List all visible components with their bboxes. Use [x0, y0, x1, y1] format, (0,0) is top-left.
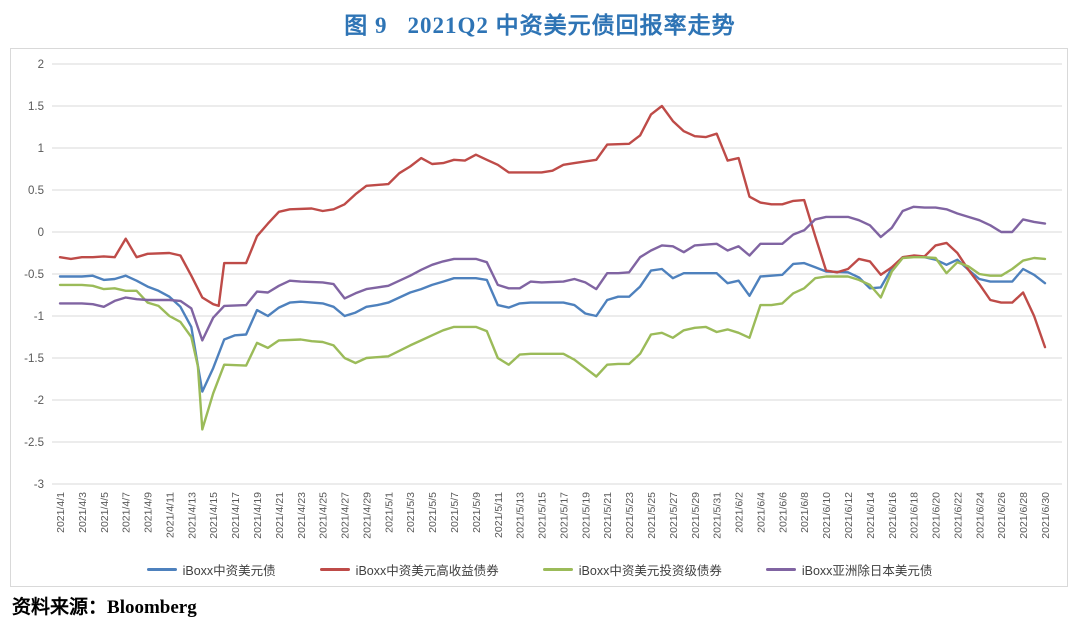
- x-tick-label: 2021/6/30: [1040, 492, 1052, 539]
- x-tick-label: 2021/6/26: [996, 492, 1008, 539]
- series-line-4: [58, 205, 1047, 342]
- legend-label: iBoxx中资美元债: [182, 564, 276, 578]
- x-tick-label: 2021/5/3: [405, 492, 417, 533]
- x-tick-label: 2021/4/25: [318, 492, 330, 539]
- legend-label: iBoxx亚洲除日本美元债: [801, 564, 933, 578]
- y-tick-label: -2: [34, 395, 44, 407]
- x-tick-label: 2021/4/27: [340, 492, 352, 539]
- x-tick-label: 2021/4/23: [296, 492, 308, 539]
- x-tick-label: 2021/6/24: [974, 492, 986, 539]
- x-tick-label: 2021/6/12: [843, 492, 855, 539]
- legend-item: iBoxx中资美元债: [146, 560, 276, 579]
- x-tick-label: 2021/4/15: [208, 492, 220, 539]
- x-tick-label: 2021/4/7: [121, 492, 133, 533]
- x-tick-label: 2021/6/8: [799, 492, 811, 533]
- legend-line-swatch: [146, 568, 177, 571]
- x-tick-label: 2021/4/29: [361, 492, 373, 539]
- series-line-1: [58, 255, 1047, 393]
- x-tick-label: 2021/5/11: [493, 492, 505, 538]
- source-value: Bloomberg: [107, 597, 197, 618]
- x-tick-label: 2021/4/1: [55, 492, 67, 533]
- x-tick-label: 2021/5/21: [602, 492, 614, 539]
- series-line-3: [58, 256, 1047, 431]
- y-tick-label: 0.5: [28, 185, 44, 197]
- x-tick-label: 2021/5/13: [515, 492, 527, 539]
- x-tick-label: 2021/6/6: [777, 492, 789, 533]
- legend-line-swatch: [319, 568, 350, 571]
- y-tick-label: -0.5: [24, 269, 44, 281]
- x-tick-label: 2021/5/1: [383, 492, 395, 533]
- figure-number: 图 9: [344, 13, 388, 38]
- x-tick-label: 2021/4/11: [164, 492, 176, 538]
- y-tick-label: -1.5: [24, 353, 44, 365]
- x-tick-label: 2021/4/3: [77, 492, 89, 533]
- x-tick-label: 2021/6/18: [909, 492, 921, 539]
- x-tick-label: 2021/6/4: [755, 492, 767, 533]
- x-tick-label: 2021/4/19: [252, 492, 264, 539]
- x-tick-label: 2021/4/17: [230, 492, 242, 539]
- y-tick-label: -3: [34, 479, 44, 491]
- y-tick-label: 1: [38, 143, 44, 155]
- x-tick-label: 2021/6/2: [734, 492, 746, 533]
- x-tick-label: 2021/4/5: [99, 492, 111, 533]
- x-tick-label: 2021/4/21: [274, 492, 286, 539]
- figure-title-text: 2021Q2 中资美元债回报率走势: [407, 13, 736, 38]
- x-tick-label: 2021/4/9: [143, 492, 155, 533]
- x-tick-label: 2021/5/19: [580, 492, 592, 539]
- x-tick-label: 2021/5/25: [646, 492, 658, 539]
- x-tick-label: 2021/5/27: [668, 492, 680, 539]
- x-tick-label: 2021/6/16: [887, 492, 899, 539]
- x-tick-label: 2021/6/10: [821, 492, 833, 539]
- chart-legend: iBoxx中资美元债 iBoxx中资美元高收益债券 iBoxx中资美元投资级债券 iB…: [10, 560, 1069, 579]
- y-tick-label: 1.5: [28, 101, 44, 113]
- y-tick-label: 2: [38, 59, 44, 71]
- chart-title: 图 9 2021Q2 中资美元债回报率走势: [0, 6, 1080, 40]
- x-tick-label: 2021/6/20: [931, 492, 943, 539]
- series-line-2: [58, 104, 1047, 349]
- x-tick-label: 2021/5/7: [449, 492, 461, 533]
- legend-line-swatch: [765, 568, 796, 571]
- legend-item: iBoxx亚洲除日本美元债: [765, 560, 933, 579]
- legend-label: iBoxx中资美元投资级债券: [578, 564, 722, 578]
- legend-label: iBoxx中资美元高收益债券: [355, 564, 499, 578]
- x-tick-label: 2021/6/28: [1018, 492, 1030, 539]
- x-tick-label: 2021/5/23: [624, 492, 636, 539]
- x-tick-label: 2021/5/5: [427, 492, 439, 533]
- x-tick-label: 2021/6/14: [865, 492, 877, 539]
- x-tick-label: 2021/5/15: [537, 492, 549, 539]
- legend-item: iBoxx中资美元高收益债券: [319, 560, 499, 579]
- x-tick-label: 2021/5/29: [690, 492, 702, 539]
- y-tick-label: 0: [38, 227, 44, 239]
- source-note: 资料来源：Bloomberg: [12, 592, 197, 619]
- x-tick-label: 2021/6/22: [952, 492, 964, 539]
- legend-line-swatch: [542, 568, 573, 571]
- y-tick-label: -2.5: [24, 437, 44, 449]
- legend-item: iBoxx中资美元投资级债券: [542, 560, 722, 579]
- source-label: 资料来源：: [12, 597, 108, 618]
- y-tick-label: -1: [34, 311, 44, 323]
- x-tick-label: 2021/5/9: [471, 492, 483, 533]
- x-tick-label: 2021/5/17: [558, 492, 570, 539]
- x-tick-label: 2021/4/13: [186, 492, 198, 539]
- x-tick-label: 2021/5/31: [712, 492, 724, 539]
